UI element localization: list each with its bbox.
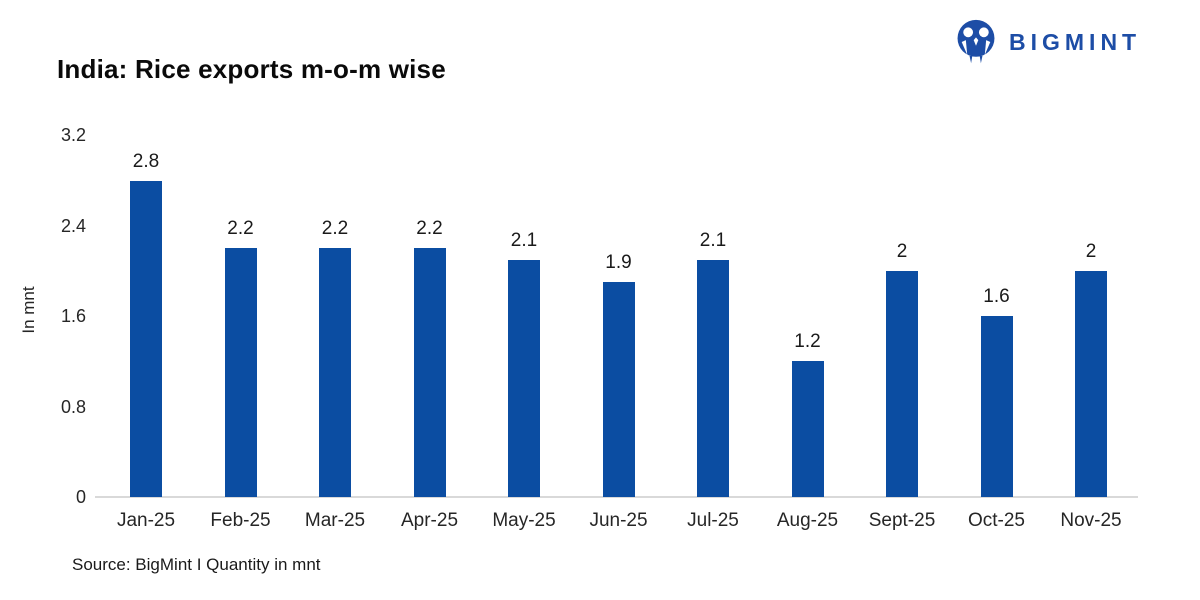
bar <box>319 248 351 497</box>
bar-value-label: 1.2 <box>794 331 821 353</box>
bar-value-label: 2.1 <box>510 229 538 251</box>
bar <box>413 248 446 497</box>
source-note: Source: BigMint I Quantity in mnt <box>72 555 321 574</box>
bar <box>1075 271 1107 497</box>
bar <box>130 180 162 497</box>
x-tick-label: Mar-25 <box>304 510 366 531</box>
x-tick-label: Oct-25 <box>967 510 1026 531</box>
bar <box>508 259 540 497</box>
bar-value-label: 2.1 <box>699 229 727 251</box>
bar <box>224 248 257 497</box>
x-tick-label: Apr-25 <box>400 510 459 531</box>
bar-value-label: 2 <box>896 241 908 262</box>
y-tick-label: 3.2 <box>60 125 86 146</box>
bar-value-label: 1.6 <box>983 286 1010 308</box>
bar-value-label: 2.2 <box>321 218 349 240</box>
x-axis-line <box>95 496 1138 498</box>
x-tick-label: Aug-25 <box>776 510 839 531</box>
x-tick-label: Jun-25 <box>589 510 648 531</box>
bigmint-people-icon <box>957 19 995 64</box>
x-tick-label: May-25 <box>492 510 556 531</box>
chart-title: India: Rice exports m-o-m wise <box>57 54 446 84</box>
bigmint-logo-text: BIGMINT <box>1009 29 1142 55</box>
y-tick-label: 1.6 <box>60 306 86 327</box>
bar-value-label: 2.2 <box>416 218 443 240</box>
y-tick-label: 2.4 <box>60 215 86 236</box>
x-tick-label: Jul-25 <box>687 510 739 531</box>
x-tick-label: Nov-25 <box>1060 510 1122 531</box>
x-tick-label: Jan-25 <box>116 510 176 531</box>
bar-value-label: 2 <box>1085 241 1097 262</box>
bar <box>697 259 729 497</box>
bar <box>791 361 824 497</box>
bar <box>886 271 918 497</box>
y-tick-label: 0.8 <box>60 396 86 417</box>
x-tick-label: Feb-25 <box>210 510 271 531</box>
bar <box>980 316 1013 497</box>
bar-value-label: 2.2 <box>227 218 254 240</box>
x-tick-label: Sept-25 <box>868 510 936 531</box>
bar-value-label: 2.8 <box>132 150 160 172</box>
bar-value-label: 1.9 <box>605 252 632 274</box>
y-tick-label: 0 <box>75 487 86 507</box>
bar <box>602 282 635 497</box>
bigmint-logo: BIGMINT <box>952 18 1141 66</box>
